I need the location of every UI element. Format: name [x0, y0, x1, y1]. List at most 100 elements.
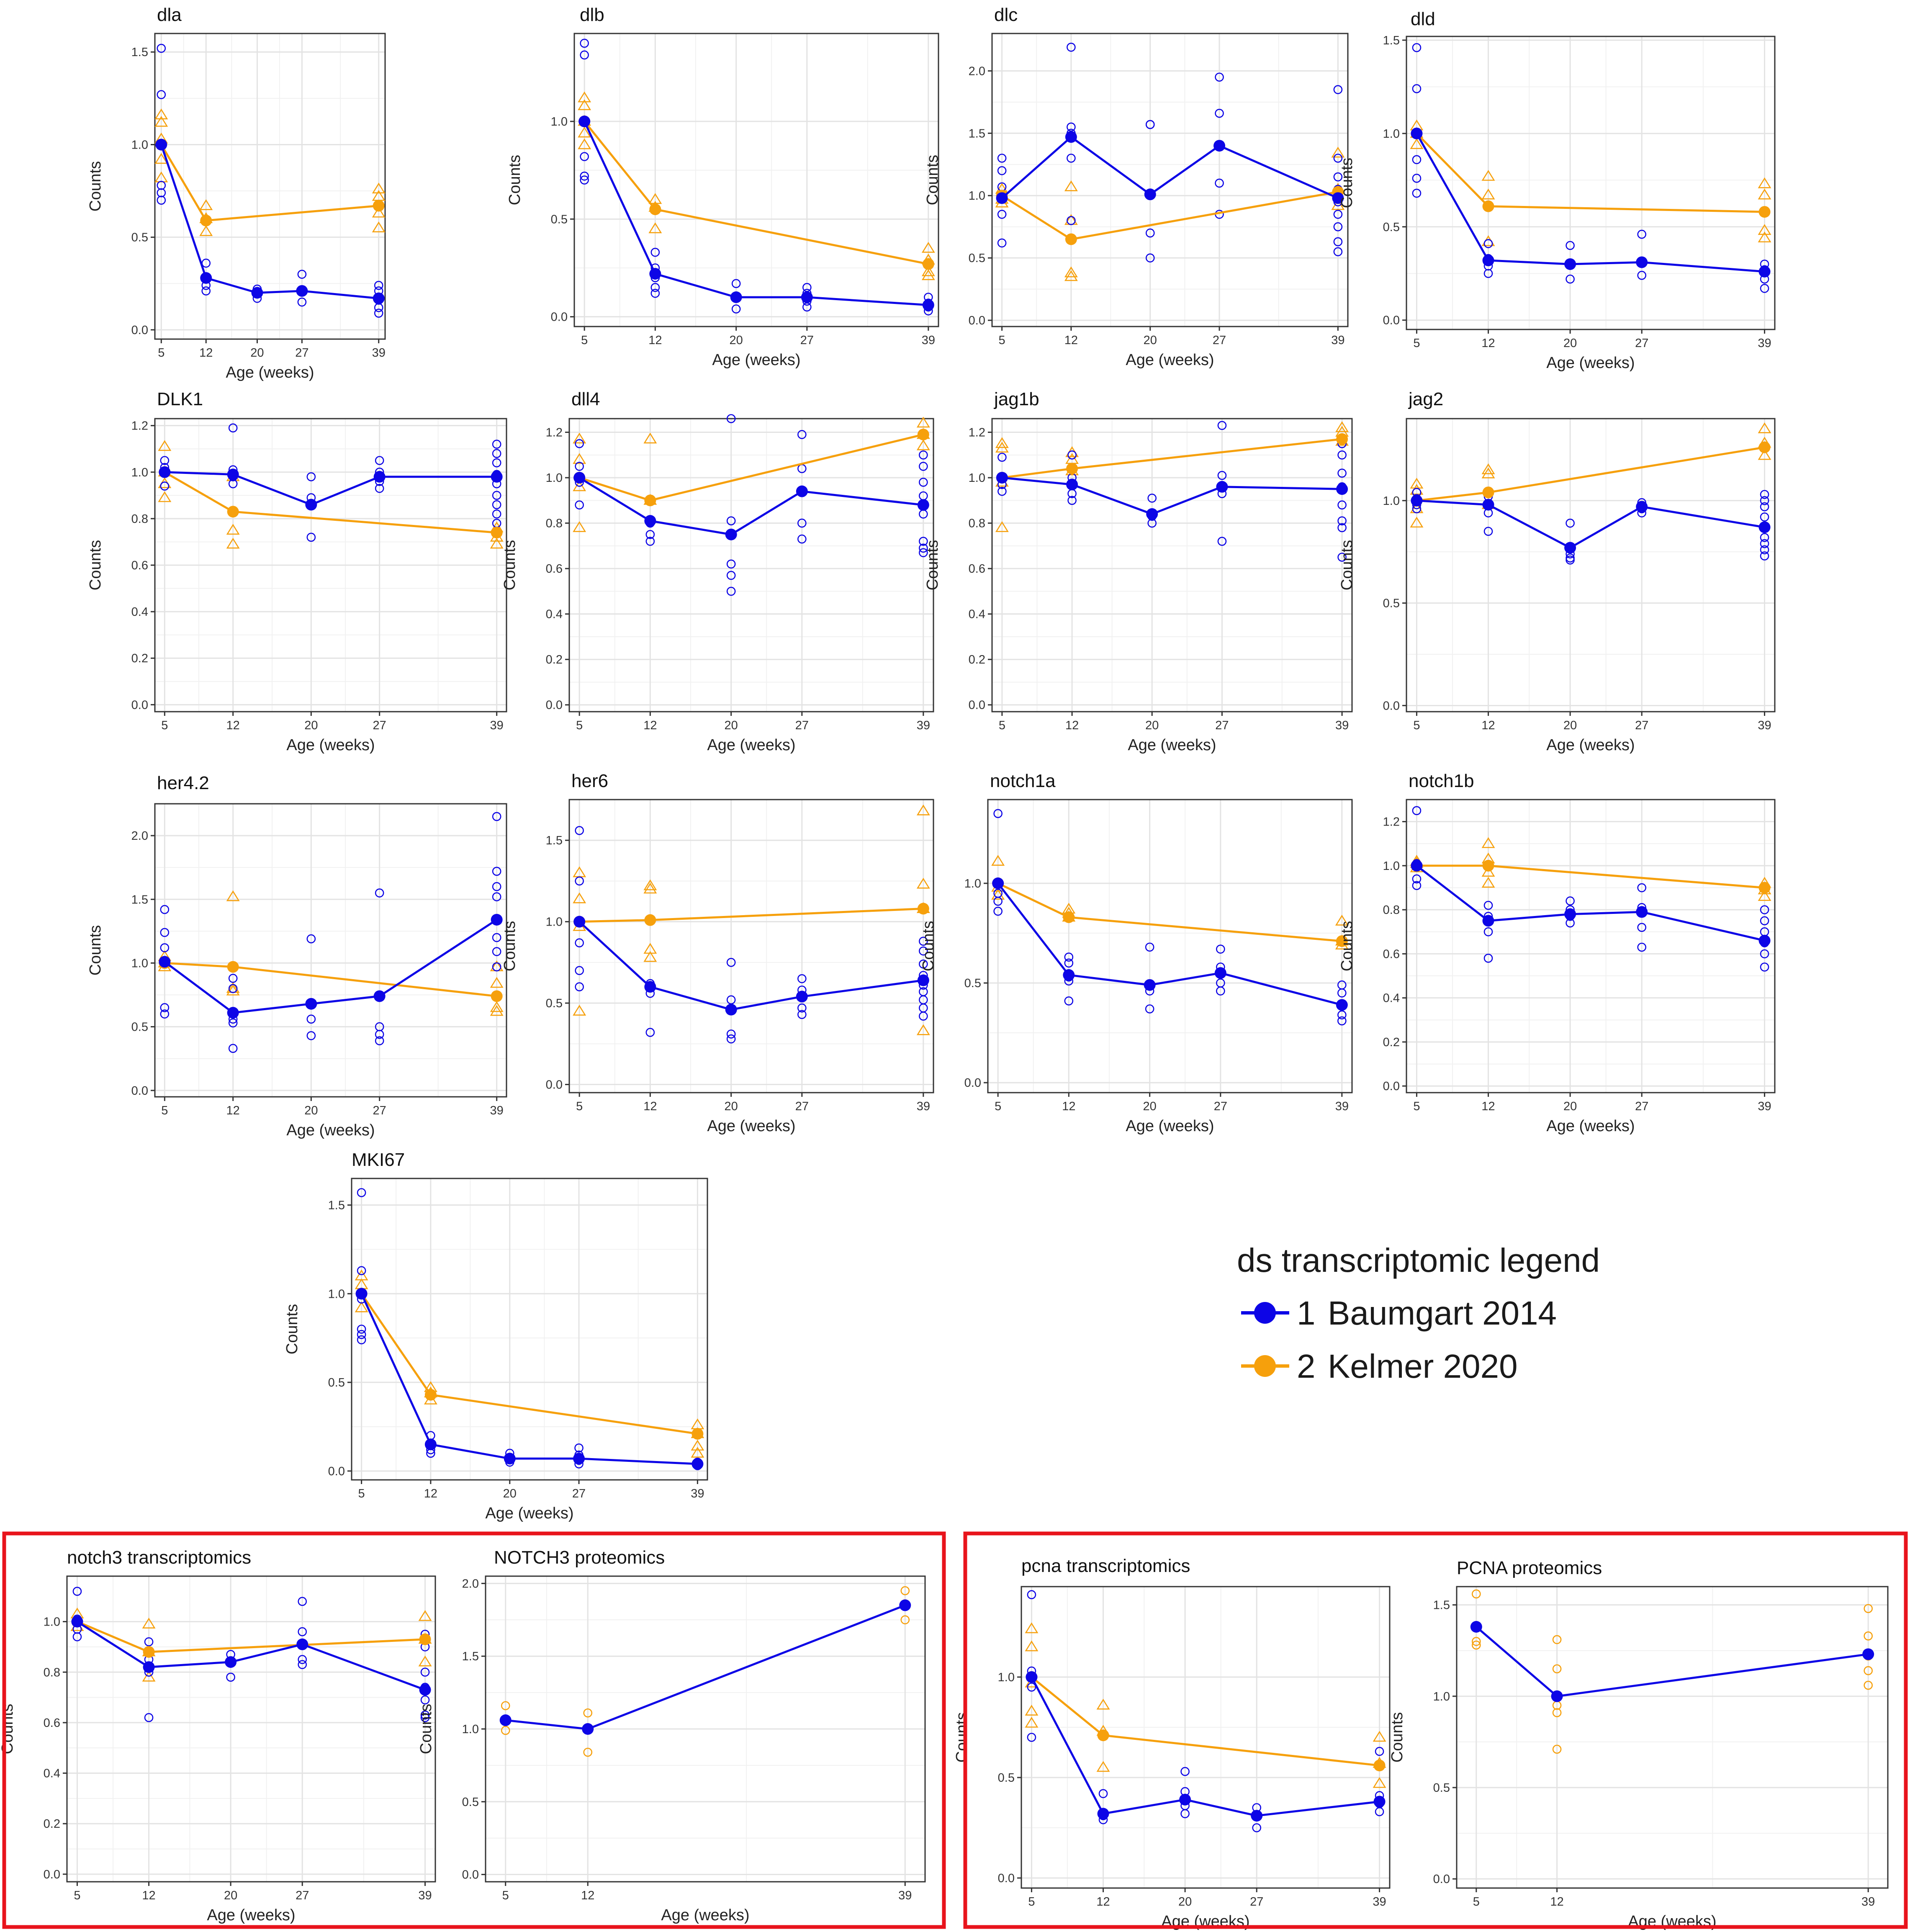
data-point-circle	[228, 1044, 238, 1053]
x-axis-title: Age (weeks)	[661, 1906, 749, 1924]
mean-point	[424, 1389, 437, 1401]
mean-point	[922, 258, 934, 270]
mean-point	[143, 1661, 155, 1673]
mean-point	[227, 961, 239, 973]
data-point-circle	[1412, 874, 1422, 884]
data-point-circle	[645, 537, 655, 546]
data-point-circle	[228, 974, 238, 983]
data-point-circle	[375, 1036, 384, 1045]
panel-title: PCNA proteomics	[1457, 1558, 1602, 1578]
x-tick-label: 5	[1413, 337, 1420, 350]
y-axis-title: Counts	[924, 540, 941, 590]
data-point-circle	[1252, 1823, 1262, 1832]
mean-point	[491, 471, 503, 483]
y-tick-label: 1.0	[462, 1723, 479, 1736]
x-tick-label: 20	[1143, 1100, 1157, 1113]
mean-point	[1336, 999, 1348, 1011]
x-tick-label: 39	[1861, 1895, 1875, 1909]
data-point-circle	[1337, 450, 1347, 460]
x-axis-title: Age (weeks)	[1128, 736, 1216, 754]
x-tick-label: 5	[999, 719, 1005, 732]
mean-point	[491, 913, 503, 926]
x-tick-label: 39	[372, 346, 386, 360]
data-point-circle	[919, 1011, 928, 1021]
data-point-triangle	[1758, 422, 1771, 433]
mean-point	[644, 981, 656, 993]
mean-point	[355, 1288, 368, 1300]
data-point-circle	[1566, 241, 1575, 250]
x-tick-label: 20	[1563, 1100, 1577, 1113]
mean-point	[419, 1633, 431, 1645]
x-tick-label: 27	[295, 346, 308, 360]
data-point-circle	[1215, 108, 1224, 118]
data-point-circle	[797, 974, 807, 983]
y-tick-label: 1.5	[131, 46, 148, 59]
data-point-circle	[1472, 1589, 1481, 1599]
data-point-circle	[1760, 539, 1769, 548]
mean-point	[424, 1438, 437, 1451]
data-point-triangle	[1373, 1777, 1386, 1788]
data-point-triangle	[490, 1001, 504, 1012]
data-point-circle	[374, 309, 383, 318]
data-point-circle	[574, 1443, 584, 1453]
data-point-circle	[357, 1188, 366, 1197]
data-point-triangle	[916, 804, 930, 816]
y-tick-label: 1.5	[1433, 1599, 1450, 1612]
data-point-triangle	[372, 221, 386, 232]
data-point-triangle	[372, 206, 386, 218]
mean-point	[1373, 1760, 1386, 1772]
data-point-triangle	[643, 882, 657, 894]
data-point-circle	[1333, 154, 1343, 163]
x-axis-title: Age (weeks)	[1126, 1117, 1214, 1135]
data-point-triangle	[1373, 1731, 1386, 1742]
data-point-circle	[1067, 496, 1077, 505]
data-point-circle	[1217, 471, 1227, 480]
data-point-circle	[72, 1587, 82, 1596]
data-point-circle	[1337, 988, 1347, 998]
data-point-triangle	[995, 442, 1009, 453]
x-tick-label: 12	[1481, 719, 1495, 732]
data-point-triangle	[418, 1610, 432, 1621]
mean-point	[796, 485, 808, 497]
data-point-circle	[1566, 274, 1575, 284]
y-tick-label: 0.5	[462, 1796, 479, 1809]
plot-frame	[568, 418, 934, 713]
data-point-triangle	[1335, 915, 1349, 926]
mean-point	[1482, 499, 1494, 511]
plot-background	[569, 419, 933, 712]
data-point-circle	[1067, 450, 1077, 460]
data-point-circle	[1864, 1631, 1873, 1641]
x-tick-label: 27	[1635, 719, 1648, 732]
y-tick-label: 0.8	[969, 517, 985, 530]
data-point-circle	[1215, 72, 1224, 82]
data-point-triangle	[995, 437, 1009, 448]
data-point-circle	[420, 1711, 430, 1720]
mean-point	[649, 268, 661, 280]
legend-key-1: 1	[1297, 1294, 1316, 1332]
data-point-circle	[72, 1632, 82, 1641]
data-point-circle	[1483, 527, 1493, 536]
data-point-circle	[1145, 228, 1155, 238]
plot-frame	[154, 33, 386, 340]
data-point-circle	[492, 812, 501, 821]
x-axis-title: Age (weeks)	[1546, 1117, 1635, 1135]
mean-point	[1097, 1729, 1109, 1742]
data-point-triangle	[1481, 467, 1495, 478]
plot-area	[158, 812, 504, 1053]
data-point-circle	[919, 946, 928, 956]
y-tick-label: 0.8	[44, 1666, 60, 1679]
data-point-circle	[1064, 952, 1074, 962]
data-point-triangle	[995, 521, 1009, 532]
y-tick-label: 1.2	[131, 419, 148, 433]
data-point-circle	[1147, 494, 1157, 503]
data-point-circle	[1483, 954, 1493, 963]
data-point-circle	[157, 196, 166, 205]
mean-point	[573, 472, 586, 484]
data-point-circle	[1412, 84, 1422, 93]
panel-title: DLK1	[157, 389, 203, 409]
y-tick-label: 1.0	[131, 957, 148, 970]
y-tick-label: 0.2	[1383, 1036, 1400, 1049]
data-point-triangle	[490, 1005, 504, 1016]
panel-DLK1: 0.0 0.2 0.4 0.6 0.8 1.0 1.2 5 12 20 27 39 DLK1 Age (w…	[87, 389, 507, 754]
